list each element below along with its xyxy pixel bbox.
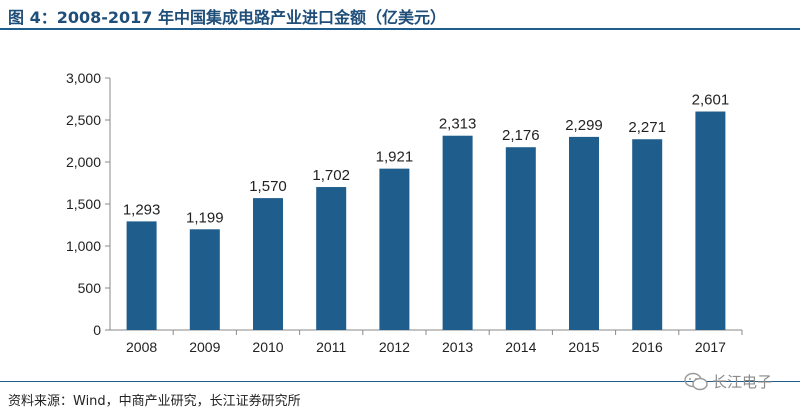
- x-tick-label: 2012: [379, 339, 410, 355]
- x-tick-label: 2010: [252, 339, 283, 355]
- data-label-2013: 2,313: [439, 116, 477, 133]
- x-tick-label: 2011: [316, 339, 346, 355]
- bar-2013: [442, 135, 473, 330]
- x-tick-label: 2017: [695, 339, 726, 355]
- y-tick-label: 3,000: [66, 70, 101, 86]
- x-tick-label: 2014: [505, 339, 536, 355]
- bar-2012: [379, 168, 410, 330]
- data-label-2009: 1,199: [186, 209, 224, 226]
- data-label-2011: 1,702: [312, 167, 350, 184]
- wechat-icon: [684, 372, 708, 390]
- data-label-2014: 2,176: [502, 127, 540, 144]
- data-label-2017: 2,601: [692, 92, 730, 109]
- bar-2011: [316, 187, 347, 330]
- bar-2017: [695, 111, 726, 331]
- x-tick-label: 2016: [632, 339, 663, 355]
- data-label-2012: 1,921: [376, 149, 414, 166]
- x-tick-label: 2013: [442, 339, 473, 355]
- data-label-2016: 2,271: [628, 119, 666, 136]
- y-tick-label: 0: [93, 322, 101, 338]
- y-tick-label: 2,500: [66, 112, 101, 128]
- y-tick-label: 2,000: [66, 154, 101, 170]
- chart-title: 图 4：2008-2017 年中国集成电路产业进口金额（亿美元）: [8, 8, 446, 27]
- bar-2009: [189, 229, 220, 330]
- data-label-2010: 1,570: [249, 178, 287, 195]
- data-label-2015: 2,299: [565, 117, 603, 134]
- bar-2008: [126, 221, 157, 330]
- bar-2014: [505, 147, 536, 330]
- source-note: 资料来源：Wind，中商产业研究，长江证券研究所: [8, 394, 301, 409]
- bar-2010: [253, 198, 283, 330]
- x-tick-label: 2009: [189, 339, 220, 355]
- data-label-2008: 1,293: [123, 201, 161, 218]
- footer-rule: [0, 381, 800, 382]
- watermark: 长江电子: [684, 371, 772, 392]
- x-tick-label: 2015: [568, 339, 599, 355]
- bar-2016: [632, 139, 663, 330]
- bar-2015: [569, 136, 599, 330]
- y-tick-label: 1,000: [66, 238, 101, 254]
- watermark-text: 长江电子: [712, 373, 773, 391]
- y-tick-label: 500: [78, 280, 102, 296]
- title-rule: [0, 28, 800, 30]
- y-tick-label: 1,500: [66, 196, 101, 212]
- x-tick-label: 2008: [126, 339, 157, 355]
